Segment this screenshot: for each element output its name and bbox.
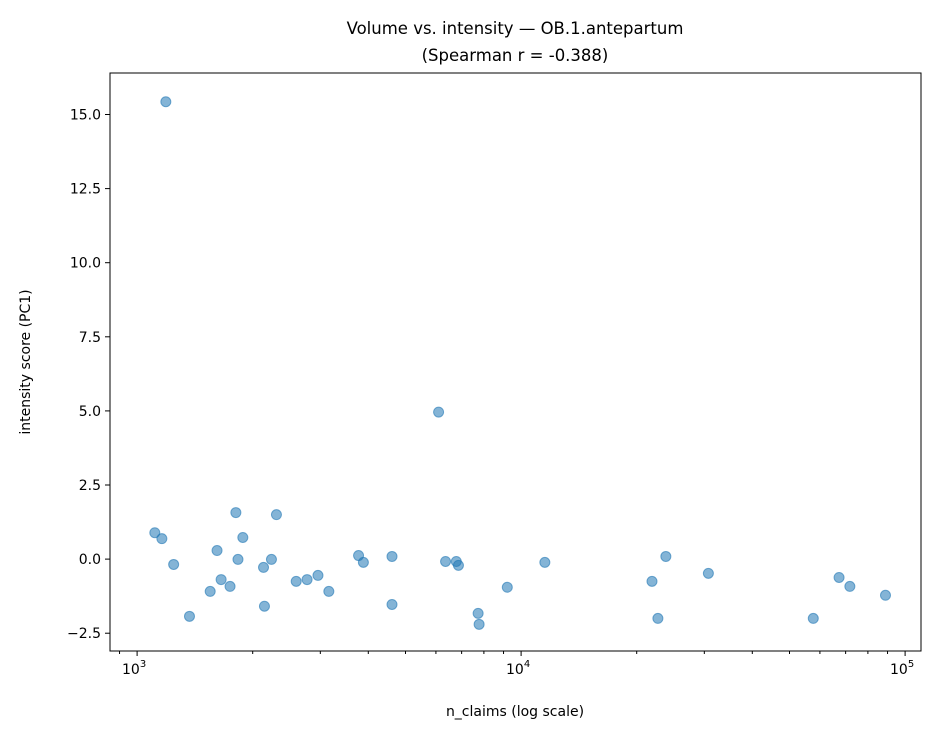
data-point: [265, 553, 277, 565]
x-tick-label: 104: [506, 659, 530, 678]
data-point: [844, 580, 856, 592]
data-point: [646, 575, 658, 587]
x-tick-label: 105: [890, 659, 914, 678]
data-point: [224, 580, 236, 592]
y-tick-label: 7.5: [79, 330, 101, 346]
y-tick-label: 15.0: [70, 107, 101, 123]
y-tick-label: 5.0: [79, 404, 101, 420]
data-point: [539, 556, 551, 568]
data-point: [258, 561, 270, 573]
data-point: [149, 527, 161, 539]
y-tick-label: 2.5: [79, 478, 101, 494]
chart-subtitle: (Spearman r = -0.388): [422, 46, 609, 65]
data-point: [433, 406, 445, 418]
data-point: [357, 556, 369, 568]
data-point: [301, 574, 313, 586]
data-point: [386, 550, 398, 562]
x-axis-label: n_claims (log scale): [446, 704, 584, 720]
y-tick-label: 12.5: [70, 182, 101, 198]
data-point: [183, 610, 195, 622]
data-point: [833, 571, 845, 583]
plot-frame: [109, 72, 922, 652]
data-point: [807, 612, 819, 624]
data-point: [323, 585, 335, 597]
data-point: [702, 567, 714, 579]
data-point: [312, 569, 324, 581]
data-point: [215, 574, 227, 586]
data-point: [290, 575, 302, 587]
data-point: [879, 589, 891, 601]
data-point: [258, 600, 270, 612]
data-point: [501, 581, 513, 593]
data-point: [168, 558, 180, 570]
data-point: [230, 507, 242, 519]
y-tick-label: 10.0: [70, 256, 101, 272]
y-axis-label: intensity score (PC1): [18, 289, 34, 434]
data-point: [237, 531, 249, 543]
data-point: [270, 509, 282, 521]
data-point: [160, 96, 172, 108]
data-point: [440, 555, 452, 567]
data-point: [452, 559, 464, 571]
data-point: [156, 533, 168, 545]
data-point: [472, 607, 484, 619]
x-tick-label: 103: [122, 659, 146, 678]
data-point: [211, 545, 223, 557]
data-point: [232, 553, 244, 565]
data-point: [660, 550, 672, 562]
y-tick-label: 0.0: [79, 552, 101, 568]
chart-title: Volume vs. intensity — OB.1.antepartum: [347, 19, 684, 38]
data-point: [652, 612, 664, 624]
data-point: [204, 585, 216, 597]
data-point: [473, 618, 485, 630]
y-tick-label: −2.5: [67, 626, 101, 642]
data-point: [386, 598, 398, 610]
